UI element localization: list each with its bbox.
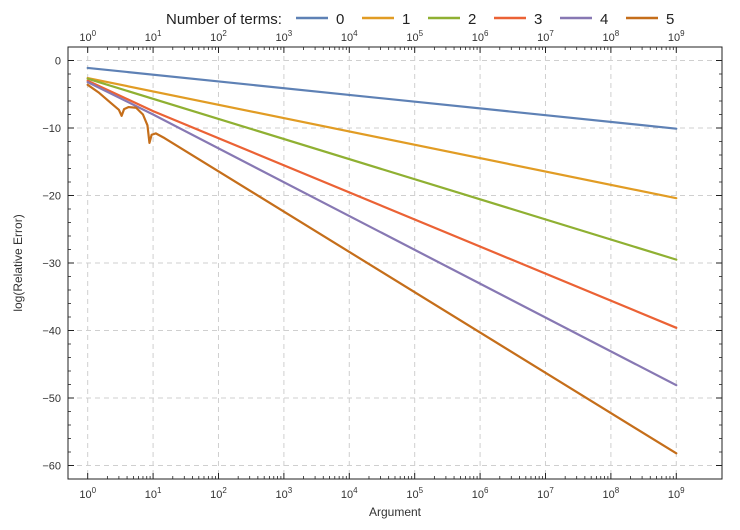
legend: Number of terms: 0 1 2 3 4 5 bbox=[166, 11, 674, 28]
x-tick-base: 10 bbox=[472, 489, 484, 501]
x-tick-label-top: 109 bbox=[668, 29, 685, 44]
x-tick-label: 102 bbox=[210, 486, 227, 501]
y-tick-label: 0 bbox=[55, 56, 61, 68]
x-tick-base: 10 bbox=[79, 489, 91, 501]
x-tick-base: 10 bbox=[79, 32, 91, 44]
x-tick-exponent: 4 bbox=[353, 29, 358, 38]
axis-ticks: 1001001011011021021031031041041051051061… bbox=[42, 29, 722, 501]
x-tick-base: 10 bbox=[537, 32, 549, 44]
x-tick-exponent: 1 bbox=[157, 29, 162, 38]
x-tick-label: 109 bbox=[668, 486, 685, 501]
y-tick-label: −50 bbox=[42, 393, 61, 405]
x-tick-label-top: 107 bbox=[537, 29, 554, 44]
grid-lines bbox=[68, 47, 722, 479]
x-tick-label-top: 106 bbox=[472, 29, 489, 44]
y-tick-label: −40 bbox=[42, 326, 61, 338]
y-tick-label: −10 bbox=[42, 123, 61, 135]
x-axis-label: Argument bbox=[369, 505, 422, 519]
x-tick-base: 10 bbox=[472, 32, 484, 44]
y-tick-label: −60 bbox=[42, 461, 61, 473]
y-tick-label: −20 bbox=[42, 191, 61, 203]
x-tick-label: 106 bbox=[472, 486, 489, 501]
x-tick-exponent: 6 bbox=[484, 29, 489, 38]
x-tick-base: 10 bbox=[406, 489, 418, 501]
x-tick-base: 10 bbox=[603, 32, 615, 44]
x-tick-label-top: 105 bbox=[406, 29, 423, 44]
x-tick-exponent: 0 bbox=[92, 486, 97, 495]
legend-label-2: 2 bbox=[468, 11, 476, 28]
x-tick-base: 10 bbox=[210, 489, 222, 501]
y-axis-label: log(Relative Error) bbox=[11, 214, 25, 311]
x-tick-exponent: 4 bbox=[353, 486, 358, 495]
legend-label-4: 4 bbox=[600, 11, 608, 28]
x-tick-base: 10 bbox=[276, 489, 288, 501]
series-line-4 bbox=[86, 81, 678, 387]
x-tick-label: 100 bbox=[79, 486, 96, 501]
series-line-0 bbox=[86, 66, 678, 130]
x-tick-label: 105 bbox=[406, 486, 423, 501]
x-tick-base: 10 bbox=[537, 489, 549, 501]
x-tick-exponent: 2 bbox=[222, 486, 227, 495]
x-tick-base: 10 bbox=[276, 32, 288, 44]
x-tick-base: 10 bbox=[668, 489, 680, 501]
x-tick-exponent: 9 bbox=[680, 29, 685, 38]
x-tick-base: 10 bbox=[603, 489, 615, 501]
x-tick-exponent: 5 bbox=[419, 486, 424, 495]
x-tick-label: 101 bbox=[145, 486, 162, 501]
x-tick-exponent: 2 bbox=[222, 29, 227, 38]
x-tick-exponent: 3 bbox=[288, 29, 293, 38]
series-line-2 bbox=[86, 77, 678, 261]
legend-label-3: 3 bbox=[534, 11, 542, 28]
x-tick-label-top: 102 bbox=[210, 29, 227, 44]
x-tick-exponent: 5 bbox=[419, 29, 424, 38]
x-tick-label: 107 bbox=[537, 486, 554, 501]
x-tick-label-top: 103 bbox=[276, 29, 293, 44]
x-tick-base: 10 bbox=[145, 32, 157, 44]
legend-label-5: 5 bbox=[666, 11, 674, 28]
y-tick-label: −30 bbox=[42, 258, 61, 270]
x-tick-base: 10 bbox=[210, 32, 222, 44]
x-tick-label-top: 108 bbox=[603, 29, 620, 44]
x-tick-exponent: 8 bbox=[615, 486, 620, 495]
legend-label-1: 1 bbox=[402, 11, 410, 28]
legend-label-0: 0 bbox=[336, 11, 344, 28]
x-tick-base: 10 bbox=[145, 489, 157, 501]
series-line-5 bbox=[86, 83, 678, 455]
x-tick-exponent: 9 bbox=[680, 486, 685, 495]
x-tick-exponent: 6 bbox=[484, 486, 489, 495]
series-line-3 bbox=[86, 79, 678, 329]
x-tick-exponent: 8 bbox=[615, 29, 620, 38]
x-tick-label-top: 101 bbox=[145, 29, 162, 44]
x-tick-exponent: 3 bbox=[288, 486, 293, 495]
x-tick-label-top: 100 bbox=[79, 29, 96, 44]
x-tick-base: 10 bbox=[406, 32, 418, 44]
x-tick-base: 10 bbox=[341, 489, 353, 501]
x-tick-exponent: 7 bbox=[549, 486, 554, 495]
x-tick-base: 10 bbox=[341, 32, 353, 44]
x-tick-exponent: 0 bbox=[92, 29, 97, 38]
x-tick-label-top: 104 bbox=[341, 29, 358, 44]
x-tick-exponent: 7 bbox=[549, 29, 554, 38]
series-lines bbox=[86, 66, 678, 455]
x-tick-label: 108 bbox=[603, 486, 620, 501]
x-tick-exponent: 1 bbox=[157, 486, 162, 495]
x-tick-label: 104 bbox=[341, 486, 358, 501]
x-tick-label: 103 bbox=[276, 486, 293, 501]
x-tick-base: 10 bbox=[668, 32, 680, 44]
legend-title: Number of terms: bbox=[166, 11, 282, 28]
series-line-1 bbox=[86, 76, 678, 200]
